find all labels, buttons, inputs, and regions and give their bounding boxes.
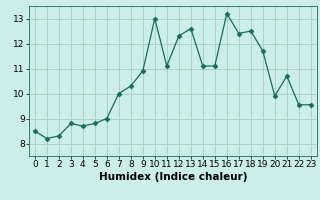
X-axis label: Humidex (Indice chaleur): Humidex (Indice chaleur) xyxy=(99,172,247,182)
